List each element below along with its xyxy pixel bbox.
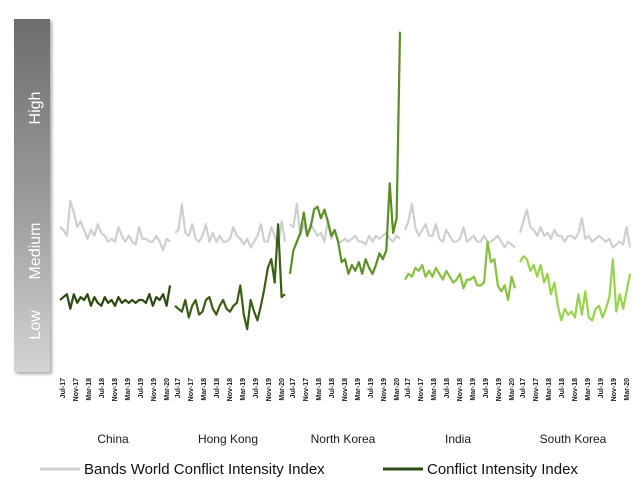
x-tick-label: Jul-17 — [60, 378, 67, 398]
x-tick-label: Jul-19 — [368, 378, 375, 398]
x-tick-label: Nov-18 — [112, 378, 119, 401]
group-label-hong-kong: Hong Kong — [198, 432, 258, 446]
x-tick-label: Mar-18 — [546, 378, 553, 401]
x-tick-label: Nov-19 — [611, 378, 618, 401]
legend-bands-label: Bands World Conflict Intensity Index — [84, 461, 325, 478]
band-label-low: Low — [27, 310, 44, 340]
bands-line-india — [403, 202, 516, 249]
x-tick-label: Jul-19 — [598, 378, 605, 398]
x-tick-label: Mar-19 — [470, 378, 477, 401]
x-tick-label: Nov-17 — [533, 378, 540, 401]
x-tick-label: Jul-18 — [99, 378, 106, 398]
x-tick-label: Mar-19 — [585, 378, 592, 401]
x-tick-label: Nov-19 — [496, 378, 503, 401]
intensity-band-panel — [14, 19, 50, 372]
conflict-line-north-korea — [288, 31, 402, 275]
x-tick-label: Nov-19 — [381, 378, 388, 401]
x-tick-label: Mar-19 — [240, 378, 247, 401]
bands-line-south-korea — [518, 208, 632, 249]
x-tick-label: Nov-17 — [303, 378, 310, 401]
x-tick-label: Mar-18 — [316, 378, 323, 401]
band-label-high: High — [27, 92, 44, 125]
x-tick-label: Nov-19 — [151, 378, 158, 401]
group-label-india: India — [445, 432, 471, 446]
bands-line-hong-kong — [174, 202, 287, 249]
x-tick-label: Nov-19 — [266, 378, 273, 401]
x-axis-ticks: Jul-17 Nov-17 Mar-18 Jul-18 Nov-18 Mar-19 Jul-… — [60, 378, 631, 401]
group-label-north-korea: North Korea — [311, 432, 376, 446]
x-tick-label: Mar-20 — [164, 378, 171, 401]
x-tick-label: Mar-19 — [125, 378, 132, 401]
group-labels: China Hong Kong North Korea India South Kore… — [97, 432, 606, 446]
x-tick-label: Nov-17 — [73, 378, 80, 401]
x-tick-label: Nov-17 — [418, 378, 425, 401]
x-tick-label: Jul-18 — [444, 378, 451, 398]
x-tick-label: Mar-19 — [355, 378, 362, 401]
x-tick-label: Mar-18 — [431, 378, 438, 401]
x-tick-label: Jul-18 — [214, 378, 221, 398]
x-tick-label: Mar-20 — [624, 378, 631, 401]
x-tick-label: Nov-18 — [457, 378, 464, 401]
x-tick-label: Nov-18 — [227, 378, 234, 401]
x-tick-label: Mar-20 — [509, 378, 516, 401]
x-tick-label: Nov-18 — [572, 378, 579, 401]
x-tick-label: Nov-18 — [342, 378, 349, 401]
x-tick-label: Jul-17 — [175, 378, 182, 398]
x-tick-label: Jul-17 — [520, 378, 527, 398]
x-tick-label: Nov-17 — [188, 378, 195, 401]
conflict-line-hong-kong — [174, 223, 286, 331]
series-layer — [59, 31, 632, 331]
x-tick-label: Mar-18 — [201, 378, 208, 401]
bands-line-china — [59, 199, 171, 252]
group-label-china: China — [97, 432, 129, 446]
x-tick-label: Mar-18 — [86, 378, 93, 401]
x-tick-label: Jul-19 — [253, 378, 260, 398]
x-tick-label: Mar-20 — [394, 378, 401, 401]
x-tick-label: Jul-18 — [329, 378, 336, 398]
group-label-south-korea: South Korea — [540, 432, 607, 446]
conflict-line-south-korea — [519, 255, 632, 322]
conflict-line-india — [404, 240, 517, 302]
x-tick-label: Mar-20 — [279, 378, 286, 401]
conflict-line-china — [59, 285, 172, 310]
band-label-medium: Medium — [27, 223, 44, 280]
legend-conflict-label: Conflict Intensity Index — [427, 461, 578, 478]
x-tick-label: Jul-18 — [559, 378, 566, 398]
x-tick-label: Jul-17 — [290, 378, 297, 398]
x-tick-label: Jul-19 — [138, 378, 145, 398]
x-tick-label: Jul-17 — [405, 378, 412, 398]
x-tick-label: Jul-19 — [483, 378, 490, 398]
